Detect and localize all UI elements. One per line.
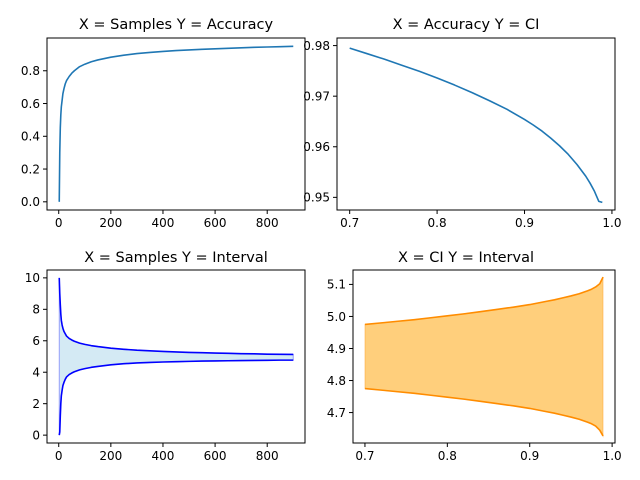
panel-title: X = Samples Y = Accuracy <box>79 17 274 33</box>
accuracy-vs-samples-panel: X = Samples Y = Accuracy 0 200 400 600 800 0.… <box>21 17 306 230</box>
x-tick-label: 400 <box>152 449 175 463</box>
panel-title: X = Samples Y = Interval <box>84 250 268 266</box>
y-tick-label: 4.8 <box>327 374 346 388</box>
y-tick-label: 4 <box>32 366 40 380</box>
y-tick-label: 0.95 <box>303 191 330 205</box>
x-tick-label: 1.0 <box>602 216 621 230</box>
y-tick-label: 0 <box>32 428 40 442</box>
y-tick-label: 5.1 <box>327 278 346 292</box>
y-tick-label: 0.96 <box>303 140 330 154</box>
axes-frame <box>46 269 306 444</box>
series-line <box>58 45 294 202</box>
series-line-upper <box>364 276 604 326</box>
y-tick-label: 2 <box>32 397 40 411</box>
x-tick-label: 0.7 <box>340 216 359 230</box>
series-line <box>349 47 603 204</box>
y-tick-label: 0.0 <box>21 195 40 209</box>
y-tick-label: 0.8 <box>21 64 40 78</box>
series-line-lower <box>58 359 294 436</box>
x-tick-label: 0.7 <box>355 449 374 463</box>
axes-frame <box>352 269 616 444</box>
x-tick-label: 200 <box>99 216 122 230</box>
y-tick-label: 10 <box>25 271 40 285</box>
series-line-lower <box>364 387 604 437</box>
y-tick-label: 0.97 <box>303 89 330 103</box>
y-tick-label: 8 <box>32 303 40 317</box>
x-tick-label: 200 <box>99 449 122 463</box>
x-tick-label: 0 <box>55 449 63 463</box>
x-tick-label: 0 <box>55 216 63 230</box>
interval-vs-samples-panel: X = Samples Y = Interval 0 200 400 600 800 0 2… <box>25 250 306 463</box>
x-tick-label: 800 <box>256 216 279 230</box>
series-line-upper <box>58 277 294 356</box>
y-tick-label: 0.2 <box>21 162 40 176</box>
x-tick-label: 600 <box>204 449 227 463</box>
x-tick-label: 0.9 <box>520 449 539 463</box>
x-tick-label: 1.0 <box>603 449 622 463</box>
x-tick-label: 0.9 <box>515 216 534 230</box>
ci-vs-accuracy-panel: X = Accuracy Y = CI 0.7 0.8 0.9 1.0 0.95 0.96… <box>303 17 621 230</box>
x-tick-label: 0.8 <box>428 216 447 230</box>
x-tick-label: 400 <box>152 216 175 230</box>
y-tick-label: 0.4 <box>21 130 40 144</box>
y-tick-label: 4.7 <box>327 406 346 420</box>
y-tick-label: 5.0 <box>327 310 346 324</box>
x-tick-label: 600 <box>204 216 227 230</box>
y-tick-label: 6 <box>32 334 40 348</box>
y-tick-label: 4.9 <box>327 342 346 356</box>
y-tick-label: 0.6 <box>21 97 40 111</box>
axes-frame <box>336 37 616 211</box>
y-tick-label: 0.98 <box>303 39 330 53</box>
panel-title: X = CI Y = Interval <box>398 250 534 266</box>
axes-frame <box>46 37 306 211</box>
interval-vs-ci-panel: X = CI Y = Interval 0.7 0.8 0.9 1.0 4.7 4.8 4.… <box>327 250 622 463</box>
x-tick-label: 0.8 <box>438 449 457 463</box>
panel-title: X = Accuracy Y = CI <box>393 17 540 33</box>
x-tick-label: 800 <box>256 449 279 463</box>
